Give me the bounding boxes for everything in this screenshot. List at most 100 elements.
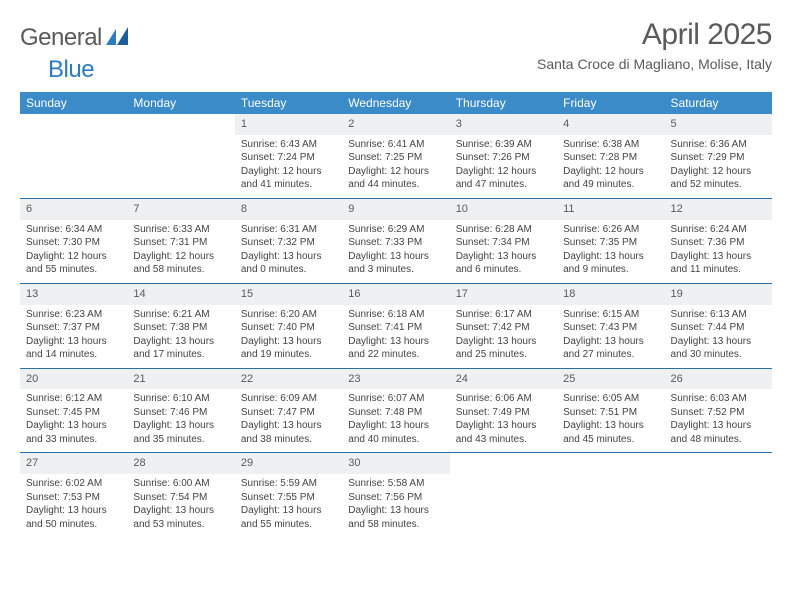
- day-body: Sunrise: 6:09 AMSunset: 7:47 PMDaylight:…: [235, 389, 342, 452]
- day-daylight1: Daylight: 13 hours: [133, 504, 228, 518]
- day-sunrise: Sunrise: 6:13 AM: [671, 308, 766, 322]
- day-sunrise: Sunrise: 6:39 AM: [456, 138, 551, 152]
- day-cell: 16Sunrise: 6:18 AMSunset: 7:41 PMDayligh…: [342, 284, 449, 368]
- day-sunrise: Sunrise: 6:36 AM: [671, 138, 766, 152]
- week-row: 20Sunrise: 6:12 AMSunset: 7:45 PMDayligh…: [20, 369, 772, 454]
- day-cell: 13 Sunrise: 6:23 AMSunset: 7:37 PMDayligh…: [20, 284, 127, 368]
- day-sunrise: Sunrise: 6:09 AM: [241, 392, 336, 406]
- weeks-container: ..........1Sunrise: 6:43 AMSunset: 7:24 …: [20, 114, 772, 537]
- day-daylight2: and 27 minutes.: [563, 348, 658, 362]
- day-cell: .....: [20, 114, 127, 198]
- day-daylight2: and 11 minutes.: [671, 263, 766, 277]
- day-sunrise: Sunrise: 6:06 AM: [456, 392, 551, 406]
- day-daylight1: Daylight: 13 hours: [671, 419, 766, 433]
- day-body: Sunrise: 6:05 AMSunset: 7:51 PMDaylight:…: [557, 389, 664, 452]
- day-cell: 14Sunrise: 6:21 AMSunset: 7:38 PMDayligh…: [127, 284, 234, 368]
- day-daylight2: and 55 minutes.: [26, 263, 121, 277]
- day-sunset: Sunset: 7:38 PM: [133, 321, 228, 335]
- day-sunrise: Sunrise: 6:00 AM: [133, 477, 228, 491]
- weekday-header: Friday: [557, 92, 664, 114]
- day-daylight1: Daylight: 12 hours: [26, 250, 121, 264]
- day-body: Sunrise: 6:36 AMSunset: 7:29 PMDaylight:…: [665, 135, 772, 198]
- day-cell: 23Sunrise: 6:07 AMSunset: 7:48 PMDayligh…: [342, 369, 449, 453]
- day-sunset: Sunset: 7:44 PM: [671, 321, 766, 335]
- day-daylight1: Daylight: 13 hours: [241, 419, 336, 433]
- day-cell: 24Sunrise: 6:06 AMSunset: 7:49 PMDayligh…: [450, 369, 557, 453]
- day-sunrise: Sunrise: 6:29 AM: [348, 223, 443, 237]
- day-body: Sunrise: 6:00 AMSunset: 7:54 PMDaylight:…: [127, 474, 234, 537]
- day-sunrise: Sunrise: 6:02 AM: [26, 477, 121, 491]
- day-body: Sunrise: 6:31 AMSunset: 7:32 PMDaylight:…: [235, 220, 342, 283]
- day-sunrise: Sunrise: 6:28 AM: [456, 223, 551, 237]
- day-number: 30: [342, 453, 449, 474]
- day-body: Sunrise: 6:29 AMSunset: 7:33 PMDaylight:…: [342, 220, 449, 283]
- day-daylight2: and 44 minutes.: [348, 178, 443, 192]
- day-body: Sunrise: 6:26 AMSunset: 7:35 PMDaylight:…: [557, 220, 664, 283]
- day-sunset: Sunset: 7:46 PM: [133, 406, 228, 420]
- logo: General: [20, 24, 134, 52]
- day-daylight2: and 35 minutes.: [133, 433, 228, 447]
- weekday-header: Thursday: [450, 92, 557, 114]
- day-cell: 15Sunrise: 6:20 AMSunset: 7:40 PMDayligh…: [235, 284, 342, 368]
- day-sunset: Sunset: 7:56 PM: [348, 491, 443, 505]
- day-body: Sunrise: 6:28 AMSunset: 7:34 PMDaylight:…: [450, 220, 557, 283]
- day-number: 15: [235, 284, 342, 305]
- day-number: 29: [235, 453, 342, 474]
- day-daylight1: Daylight: 12 hours: [671, 165, 766, 179]
- day-daylight1: Daylight: 13 hours: [26, 335, 121, 349]
- day-daylight2: and 49 minutes.: [563, 178, 658, 192]
- day-daylight2: and 58 minutes.: [133, 263, 228, 277]
- day-sunset: Sunset: 7:37 PM: [26, 321, 121, 335]
- day-cell: 5Sunrise: 6:36 AMSunset: 7:29 PMDaylight…: [665, 114, 772, 198]
- day-number: 5: [665, 114, 772, 135]
- day-number: 13: [20, 284, 127, 305]
- day-number: 23: [342, 369, 449, 390]
- day-daylight2: and 53 minutes.: [133, 518, 228, 532]
- day-sunset: Sunset: 7:52 PM: [671, 406, 766, 420]
- day-sunrise: Sunrise: 6:05 AM: [563, 392, 658, 406]
- day-daylight2: and 0 minutes.: [241, 263, 336, 277]
- day-number: 28: [127, 453, 234, 474]
- day-daylight1: Daylight: 13 hours: [348, 419, 443, 433]
- day-sunrise: Sunrise: 6:26 AM: [563, 223, 658, 237]
- day-sunrise: Sunrise: 6:31 AM: [241, 223, 336, 237]
- day-sunset: Sunset: 7:33 PM: [348, 236, 443, 250]
- day-sunrise: Sunrise: 6:12 AM: [26, 392, 121, 406]
- day-number: 22: [235, 369, 342, 390]
- day-sunrise: Sunrise: 6:34 AM: [26, 223, 121, 237]
- day-sunset: Sunset: 7:47 PM: [241, 406, 336, 420]
- day-daylight2: and 47 minutes.: [456, 178, 551, 192]
- day-daylight2: and 38 minutes.: [241, 433, 336, 447]
- day-sunset: Sunset: 7:31 PM: [133, 236, 228, 250]
- day-sunrise: Sunrise: 6:23 AM: [26, 308, 121, 322]
- weekday-header: Saturday: [665, 92, 772, 114]
- day-cell: 26Sunrise: 6:03 AMSunset: 7:52 PMDayligh…: [665, 369, 772, 453]
- day-sunset: Sunset: 7:48 PM: [348, 406, 443, 420]
- week-row: 13Sunrise: 6:23 AMSunset: 7:37 PMDayligh…: [20, 284, 772, 369]
- day-body: Sunrise: 6:34 AMSunset: 7:30 PMDaylight:…: [20, 220, 127, 283]
- day-sunset: Sunset: 7:26 PM: [456, 151, 551, 165]
- day-sunset: Sunset: 7:24 PM: [241, 151, 336, 165]
- day-cell: 18Sunrise: 6:15 AMSunset: 7:43 PMDayligh…: [557, 284, 664, 368]
- day-cell: 28Sunrise: 6:00 AMSunset: 7:54 PMDayligh…: [127, 453, 234, 537]
- day-sunset: Sunset: 7:30 PM: [26, 236, 121, 250]
- day-daylight2: and 6 minutes.: [456, 263, 551, 277]
- day-cell: 22Sunrise: 6:09 AMSunset: 7:47 PMDayligh…: [235, 369, 342, 453]
- weekday-header: Wednesday: [342, 92, 449, 114]
- day-number: 8: [235, 199, 342, 220]
- week-row: ..........1Sunrise: 6:43 AMSunset: 7:24 …: [20, 114, 772, 199]
- day-daylight1: Daylight: 13 hours: [241, 335, 336, 349]
- day-daylight1: Daylight: 13 hours: [133, 335, 228, 349]
- day-cell: .....: [450, 453, 557, 537]
- day-body: Sunrise: 6:41 AMSunset: 7:25 PMDaylight:…: [342, 135, 449, 198]
- day-daylight1: Daylight: 13 hours: [348, 335, 443, 349]
- day-daylight2: and 30 minutes.: [671, 348, 766, 362]
- week-row: 6Sunrise: 6:34 AMSunset: 7:30 PMDaylight…: [20, 199, 772, 284]
- day-daylight1: Daylight: 12 hours: [241, 165, 336, 179]
- day-sunrise: Sunrise: 6:24 AM: [671, 223, 766, 237]
- day-sunrise: Sunrise: 5:58 AM: [348, 477, 443, 491]
- title-block: April 2025 Santa Croce di Magliano, Moli…: [537, 18, 772, 72]
- day-body: Sunrise: 6:07 AMSunset: 7:48 PMDaylight:…: [342, 389, 449, 452]
- day-cell: 29Sunrise: 5:59 AMSunset: 7:55 PMDayligh…: [235, 453, 342, 537]
- day-number: 9: [342, 199, 449, 220]
